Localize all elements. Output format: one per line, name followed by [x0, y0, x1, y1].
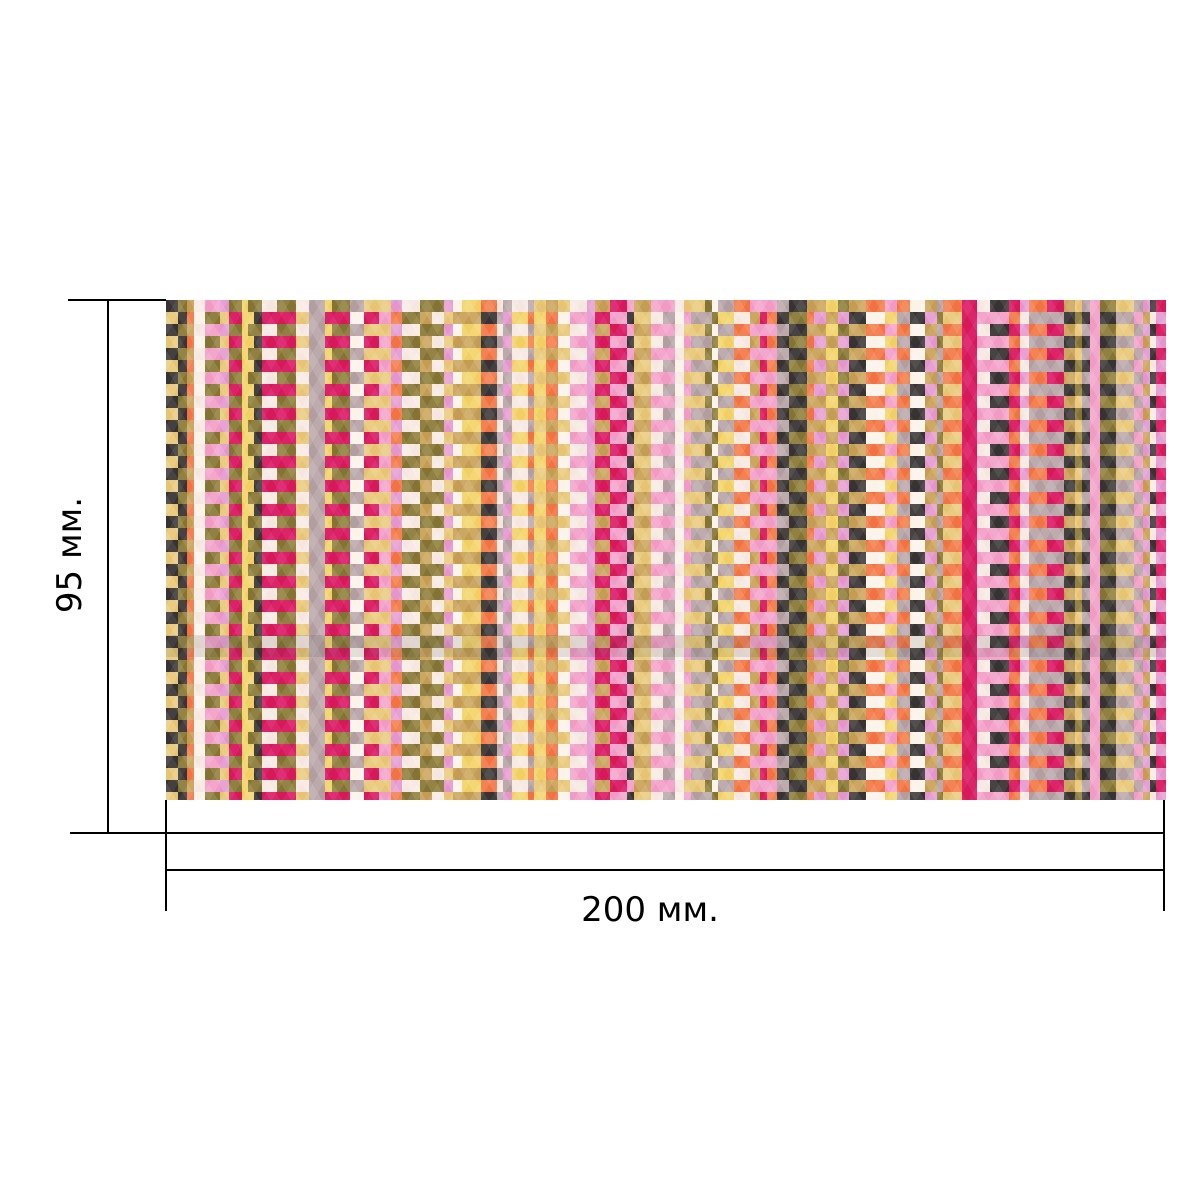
stripe: [545, 300, 558, 800]
stripe: [1046, 300, 1064, 800]
stripe: [627, 300, 635, 800]
stripe: [962, 300, 978, 800]
stripe: [610, 300, 628, 800]
stripe: [717, 300, 734, 800]
height-dim-top-tick: [68, 299, 166, 301]
stripe: [711, 300, 718, 800]
stripe: [481, 300, 498, 800]
stripe: [1134, 300, 1144, 800]
stripe: [332, 300, 350, 800]
stripe: [884, 300, 897, 800]
stripe: [186, 300, 194, 800]
stripe: [651, 300, 664, 800]
stripe: [1100, 300, 1117, 800]
stripe: [401, 300, 421, 800]
stripe: [363, 300, 379, 800]
stripe: [1143, 300, 1151, 800]
width-dim-left-tick: [165, 800, 167, 911]
stripe: [634, 300, 652, 800]
stripe: [1028, 300, 1047, 800]
stripe: [865, 300, 885, 800]
stripe: [690, 300, 705, 800]
stripe: [511, 300, 528, 800]
stripe: [177, 300, 187, 800]
width-label: 200 мм.: [581, 890, 719, 930]
width-dim-extension-line: [166, 832, 1164, 834]
stripe: [595, 300, 611, 800]
stripe: [497, 300, 503, 800]
stripe: [1156, 300, 1166, 800]
stripe: [557, 300, 570, 800]
stripe: [193, 300, 205, 800]
stripe: [977, 300, 991, 800]
stripe: [826, 300, 838, 800]
diamond-overlay: [166, 300, 1166, 800]
stripe: [733, 300, 750, 800]
stripe: [704, 300, 712, 800]
stripe: [683, 300, 691, 800]
stripe: [349, 300, 364, 800]
stripe: [896, 300, 910, 800]
stripe: [777, 300, 790, 800]
stripe-pattern: [166, 300, 1166, 800]
stripe: [990, 300, 1009, 800]
width-dim-line: [166, 869, 1164, 871]
stripe: [943, 300, 963, 800]
stripe: [462, 300, 482, 800]
stripe: [1074, 300, 1082, 800]
stripe: [848, 300, 866, 800]
stripe: [837, 300, 849, 800]
stripe: [247, 300, 255, 800]
stripe: [674, 300, 684, 800]
stripe: [228, 300, 242, 800]
stripe: [444, 300, 454, 800]
stripe: [1019, 300, 1029, 800]
stripe: [378, 300, 391, 800]
height-label: 95 мм.: [50, 496, 90, 614]
stripe: [254, 300, 263, 800]
stripe: [789, 300, 808, 800]
stripe: [262, 300, 278, 800]
stripe: [502, 300, 512, 800]
stripe: [807, 300, 815, 800]
stripe: [1081, 300, 1091, 800]
stripe: [767, 300, 778, 800]
stripe: [277, 300, 297, 800]
stripe: [663, 300, 675, 800]
stripe: [749, 300, 761, 800]
stripe: [937, 300, 944, 800]
stripe: [241, 300, 248, 800]
product-pattern-image: [166, 300, 1166, 800]
stripe: [420, 300, 433, 800]
stripe: [527, 300, 534, 800]
stripe: [204, 300, 220, 800]
stripe: [569, 300, 588, 800]
stripe: [296, 300, 310, 800]
stripe: [587, 300, 596, 800]
height-dim-bottom-tick: [70, 832, 166, 834]
stripe: [814, 300, 827, 800]
stripe: [219, 300, 229, 800]
stripe: [1090, 300, 1101, 800]
stripe: [925, 300, 938, 800]
stripe: [325, 300, 332, 800]
stripe: [1008, 300, 1020, 800]
height-dim-line: [107, 300, 109, 833]
horizontal-band: [166, 635, 1166, 657]
stripe: [1063, 300, 1075, 800]
stripe: [909, 300, 926, 800]
stripe: [760, 300, 768, 800]
stripe: [309, 300, 326, 800]
stripe: [453, 300, 463, 800]
width-dim-right-tick: [1163, 800, 1165, 911]
stripe: [1150, 300, 1157, 800]
stripe: [166, 300, 178, 800]
stripe: [1116, 300, 1135, 800]
stripe: [390, 300, 402, 800]
stripe: [533, 300, 546, 800]
stripe: [432, 300, 445, 800]
